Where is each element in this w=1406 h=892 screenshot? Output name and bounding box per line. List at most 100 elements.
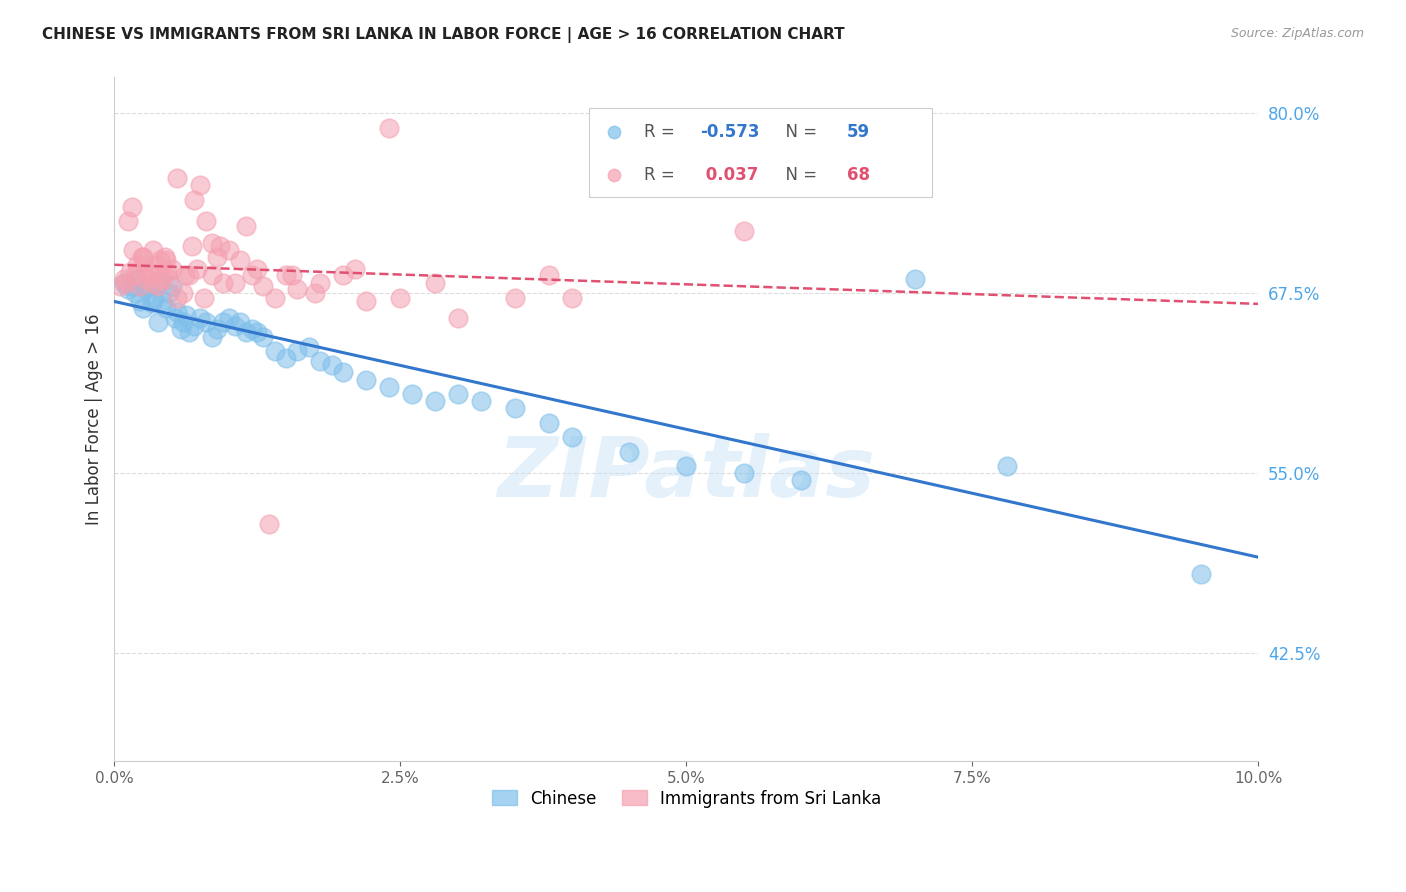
Point <box>378 120 401 135</box>
Point <box>135 282 157 296</box>
Point <box>142 243 165 257</box>
Point <box>343 261 366 276</box>
Point <box>127 272 149 286</box>
Point <box>121 200 143 214</box>
Point <box>131 251 153 265</box>
Point <box>274 351 297 365</box>
Point <box>157 286 180 301</box>
Point <box>145 258 167 272</box>
Point <box>155 301 177 315</box>
Point <box>252 279 274 293</box>
Point <box>157 272 180 286</box>
Point <box>274 268 297 282</box>
Text: 0.037: 0.037 <box>700 166 759 184</box>
Point <box>904 272 927 286</box>
Point <box>174 268 197 282</box>
Point <box>115 277 138 291</box>
Legend: Chinese, Immigrants from Sri Lanka: Chinese, Immigrants from Sri Lanka <box>485 783 887 814</box>
Point <box>152 293 174 308</box>
Point <box>134 258 156 272</box>
Text: R =: R = <box>644 166 681 184</box>
Point <box>160 261 183 276</box>
FancyBboxPatch shape <box>589 108 932 197</box>
Point <box>263 291 285 305</box>
Point <box>561 291 583 305</box>
Point <box>112 277 135 291</box>
Text: -0.573: -0.573 <box>700 123 759 141</box>
Point <box>139 268 162 282</box>
Point <box>423 394 446 409</box>
Point <box>177 268 200 282</box>
Point <box>176 308 198 322</box>
Y-axis label: In Labor Force | Age > 16: In Labor Force | Age > 16 <box>86 313 103 525</box>
Point <box>166 305 188 319</box>
Point <box>995 458 1018 473</box>
Point <box>121 279 143 293</box>
Point <box>172 286 194 301</box>
Point <box>149 275 172 289</box>
Point <box>224 277 246 291</box>
Point <box>321 359 343 373</box>
Point <box>675 458 697 473</box>
Text: ZIPatlas: ZIPatlas <box>498 434 876 515</box>
Point <box>132 301 155 315</box>
Point <box>733 467 755 481</box>
Point <box>287 343 309 358</box>
Point <box>470 394 492 409</box>
Point <box>170 322 193 336</box>
Point <box>163 310 186 325</box>
Point <box>193 291 215 305</box>
Point <box>201 235 224 250</box>
Point <box>561 430 583 444</box>
Point <box>733 224 755 238</box>
Point <box>124 286 146 301</box>
Point <box>156 265 179 279</box>
Point <box>240 268 263 282</box>
Point <box>235 325 257 339</box>
Point <box>246 261 269 276</box>
Text: R =: R = <box>644 123 681 141</box>
Text: 68: 68 <box>846 166 870 184</box>
Point <box>423 277 446 291</box>
Point <box>389 291 412 305</box>
Point <box>240 322 263 336</box>
Point <box>177 325 200 339</box>
Point <box>183 319 205 334</box>
Point <box>124 268 146 282</box>
Point <box>208 239 231 253</box>
Point <box>135 272 157 286</box>
Point <box>257 516 280 531</box>
Point <box>503 291 526 305</box>
Point <box>186 261 208 276</box>
Point <box>201 268 224 282</box>
Point <box>218 310 240 325</box>
Point <box>309 277 332 291</box>
Point <box>246 325 269 339</box>
Point <box>188 310 211 325</box>
Point <box>149 253 172 268</box>
Point <box>117 214 139 228</box>
Point <box>194 214 217 228</box>
Point <box>128 279 150 293</box>
Point <box>354 293 377 308</box>
Point <box>120 265 142 279</box>
Point <box>194 315 217 329</box>
Point <box>172 315 194 329</box>
Point <box>166 171 188 186</box>
Text: N =: N = <box>775 123 823 141</box>
Point <box>138 279 160 293</box>
Point <box>332 366 354 380</box>
Point <box>207 322 229 336</box>
Point <box>503 401 526 416</box>
Point <box>287 282 309 296</box>
Point <box>263 343 285 358</box>
Text: 59: 59 <box>846 123 870 141</box>
Point <box>207 251 229 265</box>
Point <box>152 272 174 286</box>
Point <box>309 354 332 368</box>
Point <box>235 219 257 233</box>
Point <box>218 243 240 257</box>
Point <box>298 340 321 354</box>
Point <box>538 416 561 430</box>
Point <box>252 329 274 343</box>
